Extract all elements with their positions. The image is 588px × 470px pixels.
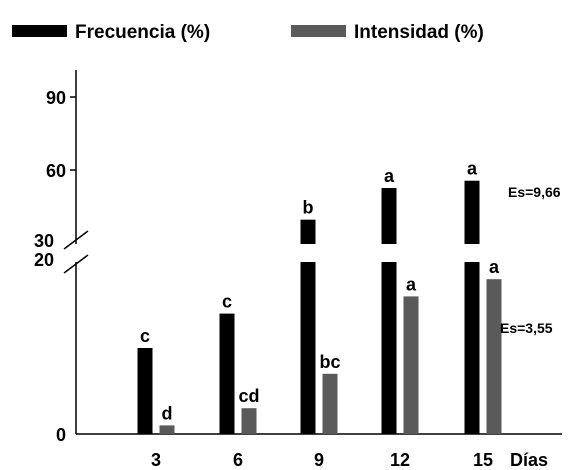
bar-letter-label: a — [467, 159, 478, 179]
bar-letter-label: bc — [319, 352, 340, 372]
bar-frecuencia — [219, 313, 235, 434]
legend-label-intensidad: Intensidad (%) — [354, 22, 484, 43]
y-tick-label-0: 0 — [56, 425, 66, 445]
bar-letter-label: c — [140, 326, 150, 346]
x-tick-label: 3 — [151, 450, 161, 470]
axis-break-mark-lower — [63, 254, 89, 274]
x-tick-label: 12 — [390, 450, 410, 470]
bar-letter-label: a — [406, 274, 417, 294]
y-axis: 90 60 30 20 0 — [34, 70, 89, 445]
bar-intensidad — [322, 373, 338, 434]
bar-letter-label: d — [162, 403, 173, 423]
x-tick-label: 6 — [233, 450, 243, 470]
bar-frecuencia — [464, 180, 480, 244]
legend: Frecuencia (%) Intensidad (%) — [12, 22, 484, 43]
bar-frecuencia — [300, 262, 316, 434]
bar-letter-label: a — [489, 257, 500, 277]
axis-break-mark-upper — [63, 230, 89, 250]
bar-letter-label: cd — [238, 386, 259, 406]
legend-swatch-frecuencia — [12, 25, 67, 37]
y-tick-label-60: 60 — [46, 161, 66, 181]
x-tick-labels: 3 6 9 12 15 — [151, 450, 493, 470]
bar-intensidad — [159, 425, 175, 434]
bar-frecuencia — [381, 188, 397, 244]
y-tick-label-30: 30 — [34, 231, 54, 251]
legend-label-frecuencia: Frecuencia (%) — [75, 22, 210, 43]
bar-letter-label: b — [303, 198, 314, 218]
x-tick-label: 15 — [473, 450, 493, 470]
bar-frecuencia — [300, 219, 316, 244]
bar-frecuencia — [464, 262, 480, 434]
bar-letter-label: c — [222, 292, 232, 312]
bar-frecuencia — [137, 348, 153, 434]
annotation-upper-se: Es=9,66 — [508, 184, 561, 200]
annotation-lower-se: Es=3,55 — [500, 320, 553, 336]
bar-intensidad — [403, 296, 419, 434]
bar-frecuencia — [381, 262, 397, 434]
y-tick-label-20: 20 — [34, 250, 54, 270]
bar-intensidad — [486, 279, 502, 434]
x-axis: 3 6 9 12 15 Días — [76, 433, 562, 470]
bars: c c b a a d cd bc a a — [137, 159, 502, 434]
bar-letter-label: a — [384, 166, 395, 186]
x-tick-label: 9 — [314, 450, 324, 470]
y-tick-label-90: 90 — [46, 88, 66, 108]
legend-swatch-intensidad — [291, 25, 346, 37]
bar-intensidad — [241, 408, 257, 434]
x-axis-unit-label: Días — [510, 450, 548, 470]
